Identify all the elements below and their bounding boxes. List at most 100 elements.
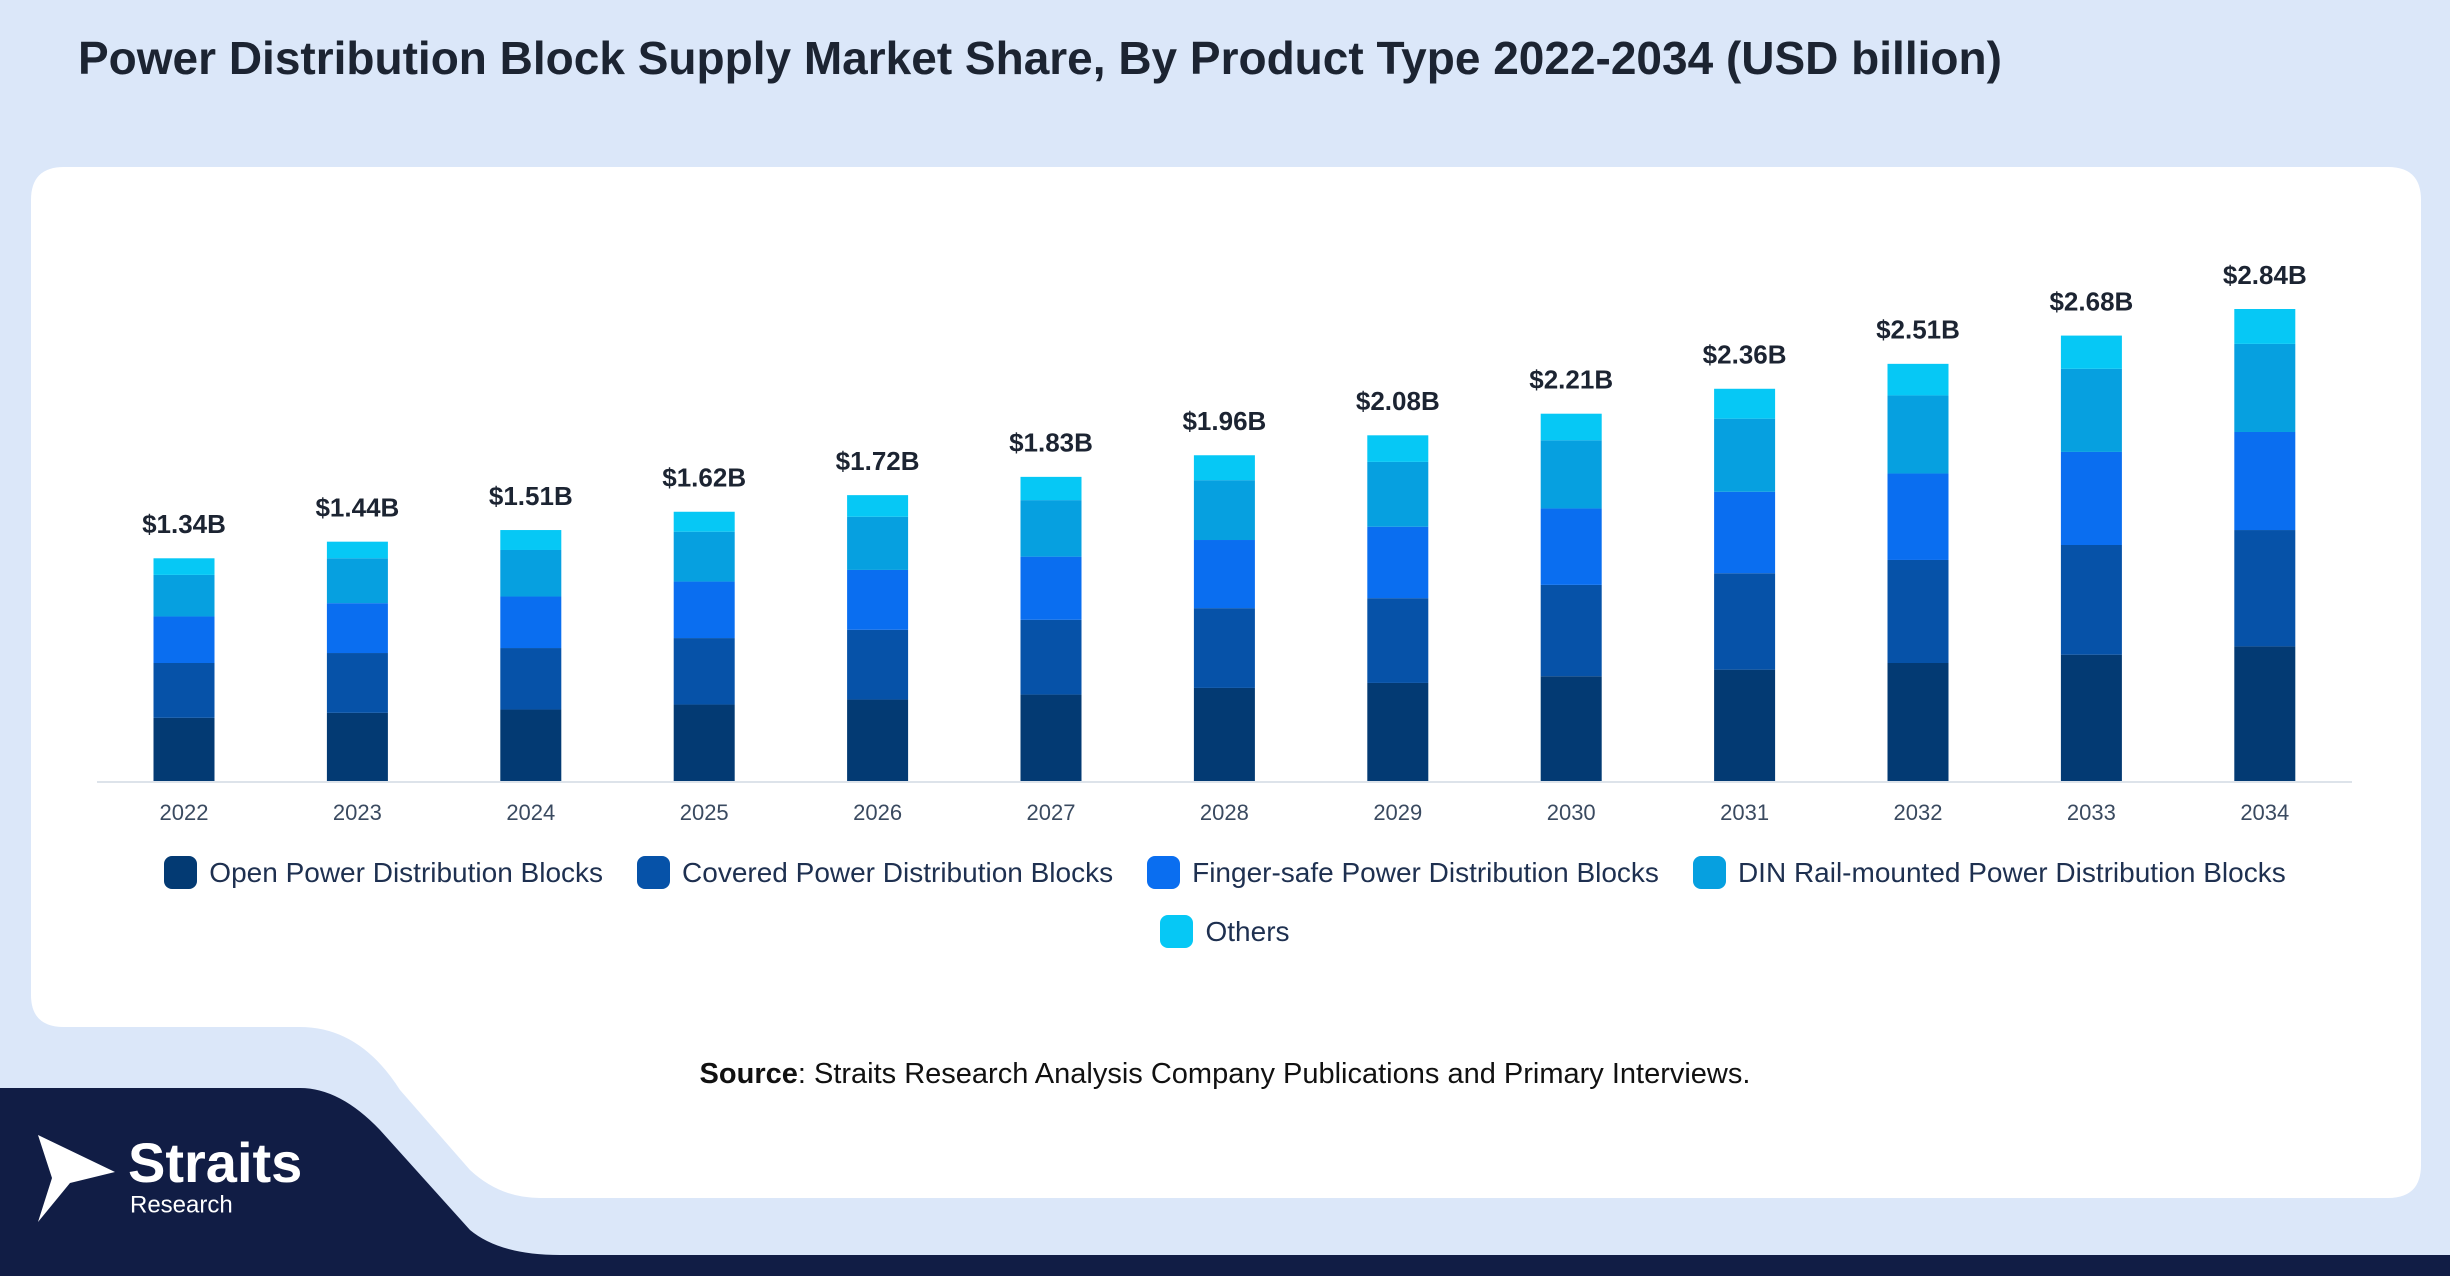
bar-segment — [500, 648, 562, 710]
total-label: $2.36B — [1703, 340, 1787, 370]
bar-segment — [1714, 573, 1776, 670]
bar-segment — [500, 709, 562, 781]
bar-segment — [1020, 694, 1082, 781]
bar-segment — [2060, 545, 2122, 655]
legend-swatch — [164, 856, 198, 889]
legend-label: Others — [1205, 915, 1290, 947]
bar-segment — [2060, 654, 2122, 781]
x-tick-label: 2024 — [506, 800, 555, 825]
logo-name: Straits — [128, 1131, 302, 1194]
chart-title: Power Distribution Block Supply Market S… — [78, 32, 2002, 84]
bar-segment — [1193, 540, 1255, 609]
bar-segment — [673, 511, 735, 532]
legend-item: Finger-safe Power Distribution Blocks — [1147, 856, 1659, 889]
bar-segment — [847, 569, 909, 630]
x-tick-label: 2033 — [2067, 800, 2116, 825]
bar-segment — [153, 663, 215, 718]
bar-segment — [1887, 473, 1949, 560]
bar-segment — [1887, 663, 1949, 781]
legend-item: DIN Rail-mounted Power Distribution Bloc… — [1692, 856, 2286, 889]
legend-swatch — [1147, 856, 1181, 889]
bar-segment — [153, 558, 215, 575]
bar-segment — [2234, 646, 2296, 781]
bar-segment — [2060, 451, 2122, 545]
bar-segment — [1020, 476, 1082, 501]
bar-segment — [326, 603, 388, 654]
bar-segment — [500, 549, 562, 597]
total-label: $1.96B — [1182, 406, 1266, 436]
bar-segment — [1540, 413, 1602, 441]
bar-segment — [1714, 418, 1776, 492]
footer-band — [0, 1088, 2450, 1276]
x-tick-label: 2025 — [680, 800, 729, 825]
bar-segment — [2060, 335, 2122, 369]
bar-segment — [1367, 682, 1429, 781]
legend-label: Covered Power Distribution Blocks — [682, 856, 1114, 888]
bar-segment — [1367, 435, 1429, 462]
x-tick-label: 2023 — [333, 800, 382, 825]
logo-mark — [38, 1135, 115, 1222]
bar-segment — [673, 581, 735, 639]
legend-swatch — [637, 856, 671, 889]
bar-segment — [153, 574, 215, 617]
bar-segment — [2060, 368, 2122, 452]
bar-segment — [847, 495, 909, 517]
bar-segment — [2234, 309, 2296, 344]
total-label: $2.51B — [1876, 315, 1960, 345]
bar-segment — [1020, 500, 1082, 557]
bar-segment — [326, 541, 388, 559]
bar-segment — [1367, 526, 1429, 599]
bar-segment — [673, 531, 735, 582]
legend: Open Power Distribution Blocks Covered Po… — [160, 856, 2290, 948]
bar-segment — [847, 699, 909, 781]
bar-segment — [1367, 598, 1429, 683]
x-tick-label: 2027 — [1027, 800, 1076, 825]
x-tick-label: 2028 — [1200, 800, 1249, 825]
source: Source: Straits Research Analysis Compan… — [0, 1058, 2450, 1091]
bar-segment — [153, 616, 215, 663]
bar-segment — [1193, 608, 1255, 688]
x-tick-label: 2029 — [1373, 800, 1422, 825]
bar-segment — [1193, 480, 1255, 541]
bar-segment — [326, 712, 388, 781]
legend-item: Open Power Distribution Blocks — [164, 856, 603, 889]
bar-segment — [673, 704, 735, 781]
total-label: $2.08B — [1356, 386, 1440, 416]
bar-segment — [1020, 619, 1082, 695]
bar-segment — [673, 638, 735, 705]
bar-segment — [1193, 455, 1255, 481]
bar-segment — [1887, 559, 1949, 663]
bar-segment — [2234, 343, 2296, 432]
x-tick-label: 2030 — [1547, 800, 1596, 825]
bar-segment — [1540, 584, 1602, 677]
total-label: $1.51B — [489, 481, 573, 511]
bar-segment — [1540, 440, 1602, 509]
source-label: Source — [699, 1058, 798, 1090]
bar-segment — [1887, 395, 1949, 474]
legend-label: DIN Rail-mounted Power Distribution Bloc… — [1737, 856, 2286, 888]
bar-segment — [1540, 508, 1602, 585]
bar-segment — [847, 516, 909, 570]
bar-segment — [1020, 556, 1082, 620]
total-label: $1.83B — [1009, 428, 1093, 458]
legend-item: Others — [1160, 915, 1290, 948]
legend-swatch — [1692, 856, 1726, 889]
legend-label: Finger-safe Power Distribution Blocks — [1192, 856, 1659, 888]
bar-segment — [847, 629, 909, 700]
bar-segment — [1540, 676, 1602, 781]
bar-segment — [2234, 431, 2296, 531]
bar-segment — [1193, 687, 1255, 781]
x-tick-label: 2022 — [160, 800, 209, 825]
bar-segment — [326, 653, 388, 713]
x-tick-label: 2034 — [2240, 800, 2289, 825]
total-label: $1.34B — [142, 509, 226, 539]
bar-segment — [1714, 388, 1776, 419]
legend-label: Open Power Distribution Blocks — [209, 856, 604, 888]
x-tick-label: 2031 — [1720, 800, 1769, 825]
bar-segment — [1714, 491, 1776, 574]
legend-item: Covered Power Distribution Blocks — [637, 856, 1113, 889]
bar-segment — [500, 530, 562, 550]
legend-swatch — [1160, 915, 1194, 948]
